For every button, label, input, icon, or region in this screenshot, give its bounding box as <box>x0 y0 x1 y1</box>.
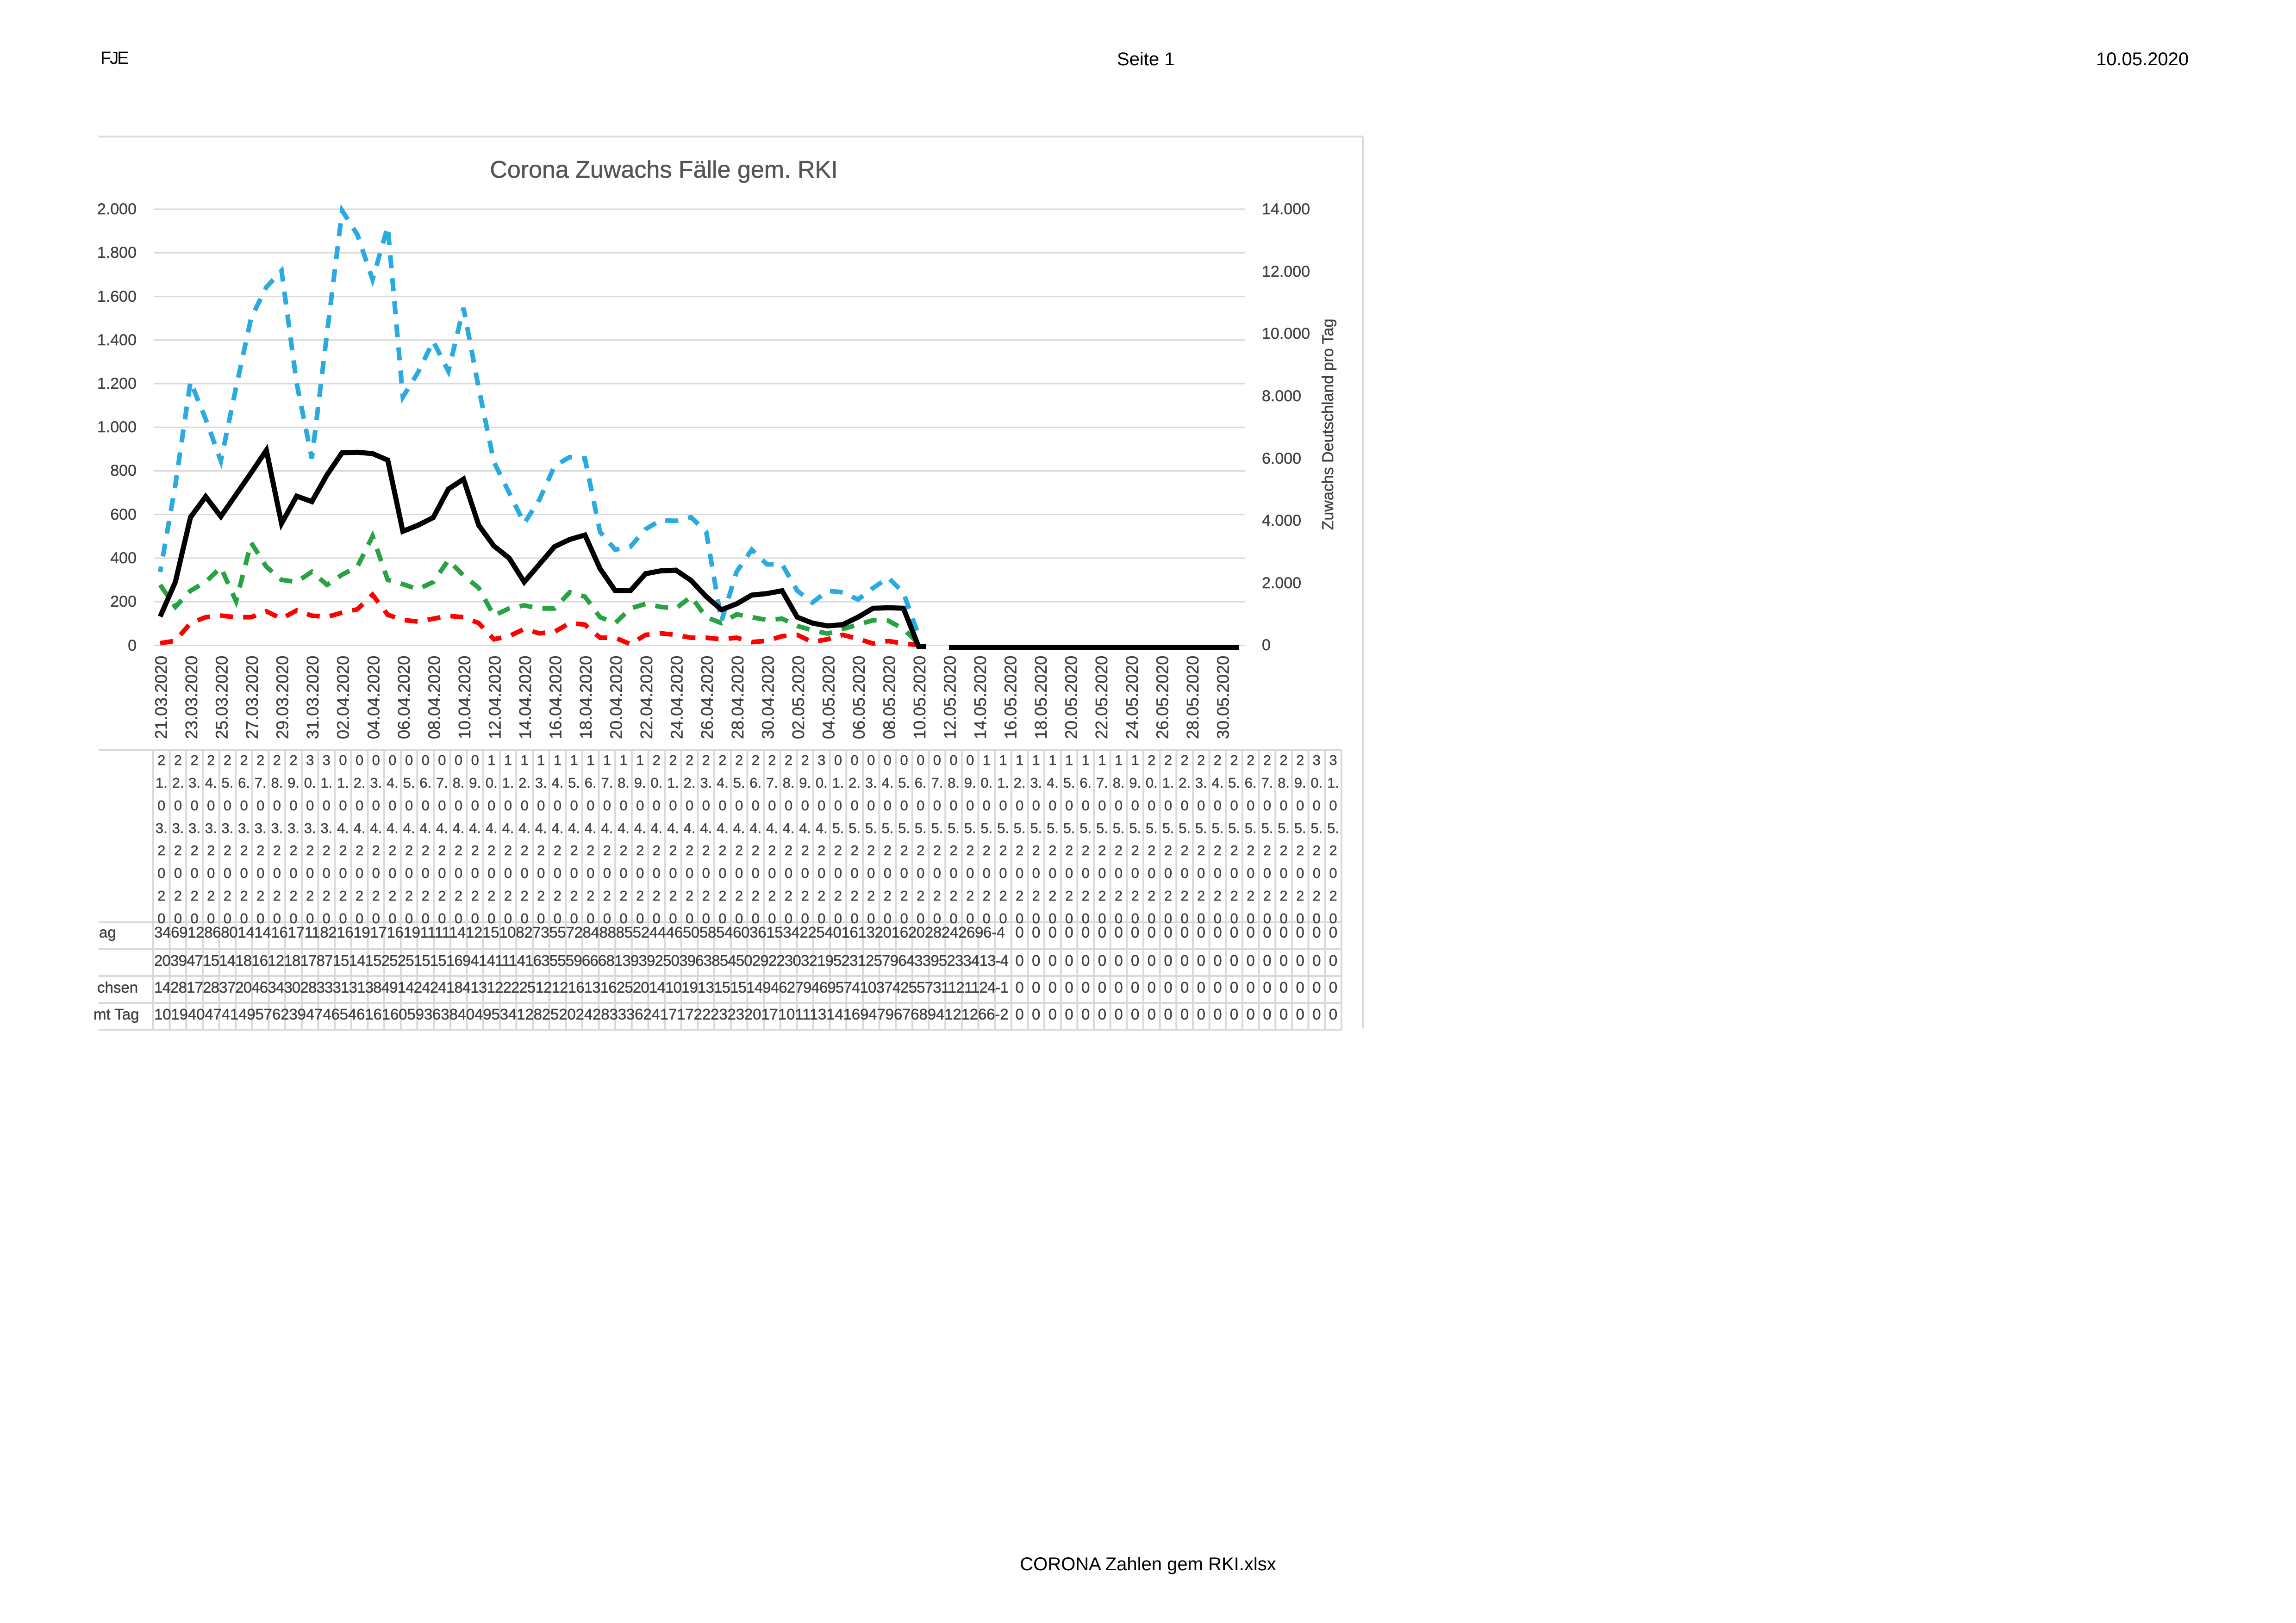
svg-text:24.05.2020: 24.05.2020 <box>1123 656 1142 739</box>
svg-text:23.03.2020: 23.03.2020 <box>182 656 201 739</box>
svg-text:12.04.2020: 12.04.2020 <box>485 656 504 739</box>
svg-text:22.05.2020: 22.05.2020 <box>1092 656 1111 739</box>
svg-text:24.04.2020: 24.04.2020 <box>668 656 686 739</box>
svg-text:10.04.2020: 10.04.2020 <box>455 656 474 739</box>
svg-text:02.05.2020: 02.05.2020 <box>789 656 808 739</box>
svg-text:27.03.2020: 27.03.2020 <box>243 656 262 739</box>
svg-text:29.03.2020: 29.03.2020 <box>273 656 292 739</box>
svg-text:18.05.2020: 18.05.2020 <box>1031 656 1050 739</box>
svg-text:20.04.2020: 20.04.2020 <box>607 656 626 739</box>
svg-text:14.05.2020: 14.05.2020 <box>971 656 990 739</box>
svg-text:16.05.2020: 16.05.2020 <box>1001 656 1020 739</box>
svg-text:26.04.2020: 26.04.2020 <box>698 656 717 739</box>
svg-text:08.04.2020: 08.04.2020 <box>424 656 443 739</box>
svg-text:28.05.2020: 28.05.2020 <box>1183 656 1202 739</box>
svg-text:31.03.2020: 31.03.2020 <box>303 656 322 739</box>
svg-text:28.04.2020: 28.04.2020 <box>728 656 747 739</box>
svg-text:10.05.2020: 10.05.2020 <box>910 656 929 739</box>
svg-text:06.05.2020: 06.05.2020 <box>849 656 868 739</box>
svg-text:06.04.2020: 06.04.2020 <box>394 656 413 739</box>
svg-text:16.04.2020: 16.04.2020 <box>546 656 565 739</box>
svg-text:12.05.2020: 12.05.2020 <box>941 656 960 739</box>
svg-text:20.05.2020: 20.05.2020 <box>1062 656 1081 739</box>
svg-text:21.03.2020: 21.03.2020 <box>152 656 171 739</box>
svg-text:04.04.2020: 04.04.2020 <box>364 656 383 739</box>
svg-text:25.03.2020: 25.03.2020 <box>212 656 231 739</box>
svg-text:08.05.2020: 08.05.2020 <box>880 656 899 739</box>
svg-text:14.04.2020: 14.04.2020 <box>516 656 535 739</box>
svg-text:Zuwachs Deutschland pro Tag: Zuwachs Deutschland pro Tag <box>1319 319 1337 530</box>
svg-text:26.05.2020: 26.05.2020 <box>1153 656 1172 739</box>
svg-text:04.05.2020: 04.05.2020 <box>819 656 838 739</box>
svg-text:02.04.2020: 02.04.2020 <box>334 656 353 739</box>
svg-text:18.04.2020: 18.04.2020 <box>576 656 595 739</box>
svg-text:30.05.2020: 30.05.2020 <box>1213 656 1232 739</box>
svg-text:22.04.2020: 22.04.2020 <box>637 656 656 739</box>
svg-text:30.04.2020: 30.04.2020 <box>758 656 777 739</box>
